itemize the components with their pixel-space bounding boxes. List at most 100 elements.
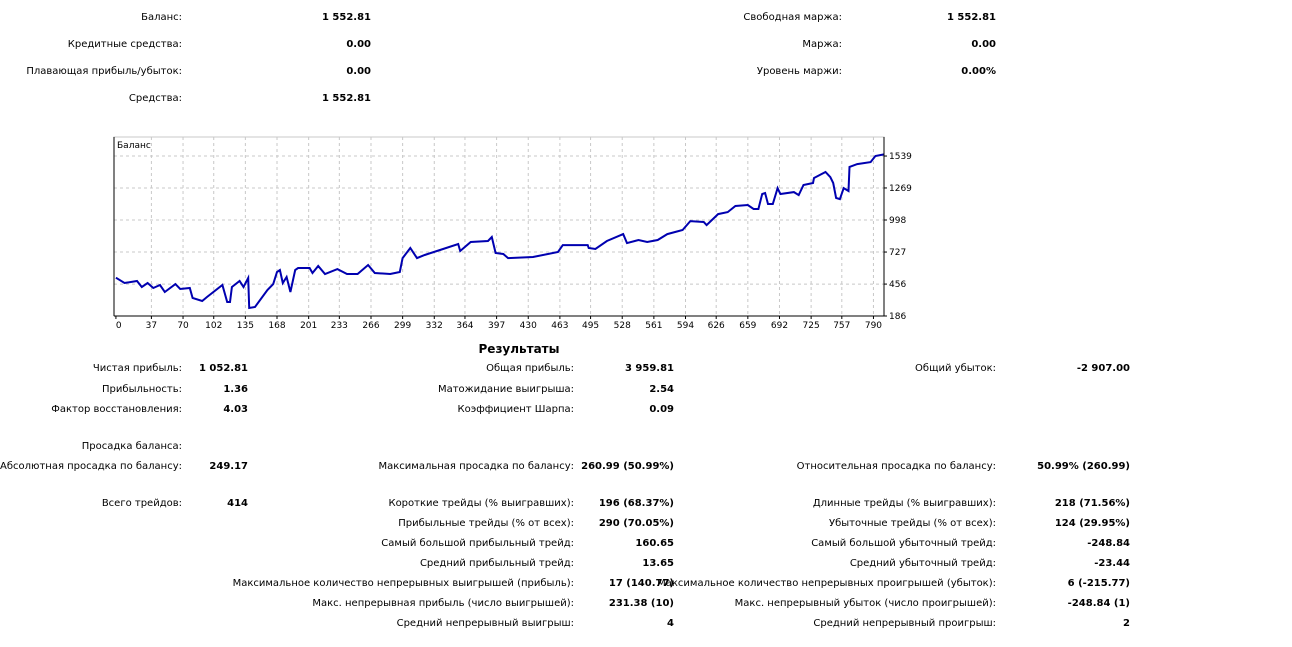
x-tick-label: 332 — [426, 321, 443, 331]
y-tick-label: 1539 — [889, 152, 912, 162]
result-value: 2 — [1123, 618, 1130, 629]
result-label: Всего трейдов: — [101, 498, 182, 509]
result-label: Прибыльные трейды (% от всех): — [398, 518, 574, 529]
result-label: Короткие трейды (% выигравших): — [388, 498, 574, 509]
x-tick-label: 397 — [488, 321, 505, 331]
result-value: 249.17 — [209, 461, 248, 472]
x-tick-label: 233 — [331, 321, 348, 331]
results-title: Результаты — [478, 342, 560, 356]
account-value: 0.00% — [961, 66, 996, 77]
result-label: Матожидание выигрыша: — [437, 384, 574, 395]
result-value: 0.09 — [649, 404, 674, 415]
result-value: 50.99% (260.99) — [1037, 461, 1130, 472]
result-label: Максимальное количество непрерывных прои… — [657, 578, 996, 589]
account-label: Баланс: — [141, 12, 182, 23]
x-tick-label: 364 — [456, 321, 473, 331]
result-value: 6 (-215.77) — [1067, 578, 1130, 589]
result-label: Средний непрерывный проигрыш: — [813, 618, 996, 629]
account-label: Свободная маржа: — [743, 12, 842, 23]
x-tick-label: 561 — [645, 321, 662, 331]
result-label: Фактор восстановления: — [51, 404, 182, 415]
result-value: 196 (68.37%) — [598, 498, 674, 509]
result-label: Средний прибыльный трейд: — [419, 558, 574, 569]
result-label: Просадка баланса: — [81, 441, 182, 452]
x-tick-label: 757 — [833, 321, 850, 331]
result-value: 160.65 — [635, 538, 674, 549]
x-tick-label: 463 — [551, 321, 568, 331]
result-value: 2.54 — [649, 384, 674, 395]
x-tick-label: 659 — [739, 321, 756, 331]
x-tick-label: 102 — [205, 321, 222, 331]
x-tick-label: 692 — [771, 321, 788, 331]
x-tick-label: 430 — [520, 321, 537, 331]
x-tick-label: 168 — [268, 321, 285, 331]
result-label: Убыточные трейды (% от всех): — [828, 518, 996, 529]
x-tick-label: 37 — [146, 321, 157, 331]
result-label: Прибыльность: — [102, 384, 182, 395]
account-label: Плавающая прибыль/убыток: — [26, 66, 182, 77]
x-tick-label: 299 — [394, 321, 411, 331]
account-label: Уровень маржи: — [756, 66, 842, 77]
result-label: Средний непрерывный выигрыш: — [396, 618, 574, 629]
account-label: Кредитные средства: — [67, 39, 182, 50]
x-tick-label: 790 — [865, 321, 882, 331]
x-tick-label: 725 — [803, 321, 820, 331]
result-label: Макс. непрерывная прибыль (число выигрыш… — [312, 598, 574, 609]
result-label: Общий убыток: — [915, 363, 996, 374]
x-tick-label: 626 — [708, 321, 725, 331]
account-value: 1 552.81 — [946, 12, 996, 23]
result-value: 17 (140.77) — [608, 578, 674, 589]
account-value: 0.00 — [971, 39, 996, 50]
y-tick-label: 456 — [889, 280, 906, 290]
y-tick-label: 727 — [889, 248, 906, 258]
result-label: Самый большой прибыльный трейд: — [381, 538, 574, 549]
result-label: Длинные трейды (% выигравших): — [812, 498, 996, 509]
account-value: 0.00 — [346, 39, 371, 50]
y-tick-label: 1269 — [889, 184, 912, 194]
result-value: 124 (29.95%) — [1054, 518, 1130, 529]
y-tick-label: 998 — [889, 216, 906, 226]
result-value: -23.44 — [1094, 558, 1130, 569]
result-label: Средний убыточный трейд: — [849, 558, 996, 569]
x-tick-label: 201 — [300, 321, 317, 331]
x-tick-label: 135 — [237, 321, 254, 331]
result-value: 4 — [667, 618, 674, 629]
account-label: Маржа: — [802, 39, 842, 50]
result-value: 13.65 — [642, 558, 674, 569]
result-value: 290 (70.05%) — [598, 518, 674, 529]
x-tick-label: 70 — [177, 321, 189, 331]
balance-line — [115, 153, 885, 310]
result-value: -248.84 (1) — [1067, 598, 1130, 609]
account-value: 1 552.81 — [321, 93, 371, 104]
result-label: Относительная просадка по балансу: — [796, 461, 996, 472]
chart-title: Баланс — [117, 141, 151, 151]
result-label: Самый большой убыточный трейд: — [811, 538, 996, 549]
result-label: Абсолютная просадка по балансу: — [0, 461, 182, 472]
result-value: 4.03 — [223, 404, 248, 415]
balance-chart: Баланс 0 37 70 102 135 168 201 233 266 299 332 364 3… — [113, 136, 912, 331]
x-tick-label: 528 — [614, 321, 631, 331]
result-value: 218 (71.56%) — [1054, 498, 1130, 509]
result-label: Коэффициент Шарпа: — [457, 404, 574, 415]
x-tick-label: 266 — [362, 321, 379, 331]
result-label: Макс. непрерывный убыток (число проигрыш… — [734, 598, 996, 609]
x-tick-label: 495 — [582, 321, 599, 331]
x-tick-label: 594 — [677, 321, 694, 331]
y-tick-label: 186 — [889, 312, 906, 322]
result-value: 414 — [227, 498, 248, 509]
result-value: -2 907.00 — [1076, 363, 1130, 374]
result-value: -248.84 — [1087, 538, 1130, 549]
x-tick-label: 0 — [116, 321, 122, 331]
chart-frame — [113, 136, 885, 317]
result-label: Чистая прибыль: — [92, 363, 182, 374]
result-value: 3 959.81 — [624, 363, 674, 374]
result-value: 260.99 (50.99%) — [581, 461, 674, 472]
result-value: 231.38 (10) — [608, 598, 674, 609]
result-label: Максимальная просадка по балансу: — [378, 461, 574, 472]
account-value: 1 552.81 — [321, 12, 371, 23]
result-label: Общая прибыль: — [486, 363, 574, 374]
account-label: Средства: — [128, 93, 182, 104]
result-value: 1.36 — [223, 384, 248, 395]
result-label: Максимальное количество непрерывных выиг… — [232, 578, 574, 589]
result-value: 1 052.81 — [198, 363, 248, 374]
